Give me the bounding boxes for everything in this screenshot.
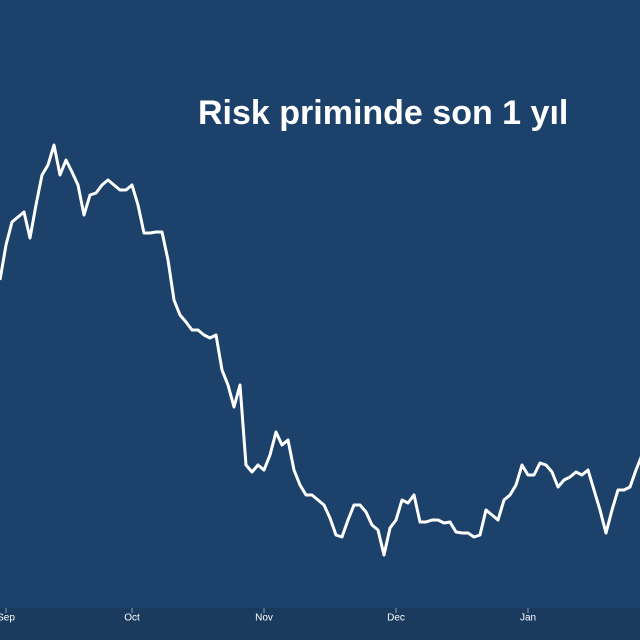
x-tick-label: Dec — [387, 613, 405, 624]
x-tick-label: Nov — [255, 613, 273, 624]
x-tick-label: Oct — [124, 613, 140, 624]
chart-title: Risk priminde son 1 yıl — [198, 94, 568, 132]
x-tick-label: Sep — [0, 613, 15, 624]
line — [0, 143, 640, 557]
axis-band — [0, 608, 640, 640]
x-tick-label: Jan — [520, 613, 536, 624]
